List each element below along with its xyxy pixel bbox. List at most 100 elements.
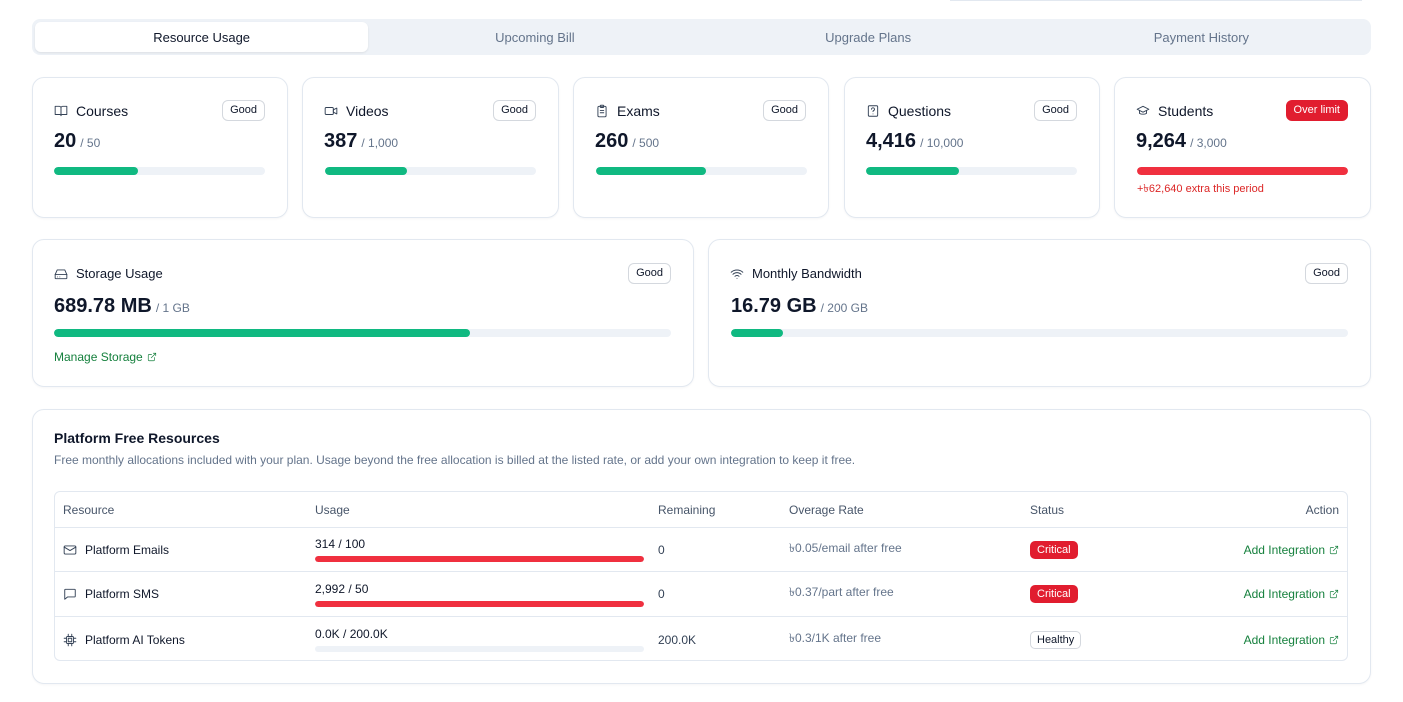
remaining-value: 0 <box>658 587 665 601</box>
over-limit-badge: Over limit <box>1285 100 1348 121</box>
usage-text: 0.0K / 200.0K <box>315 627 388 641</box>
usage-limit: / 200 GB <box>820 301 868 315</box>
usage-limit: / 1 GB <box>155 301 190 315</box>
external-link-icon <box>1329 635 1339 645</box>
header-resource: Resource <box>63 502 115 517</box>
usage-text: 2,992 / 50 <box>315 581 369 596</box>
card-title: Courses <box>76 102 129 119</box>
status-badge: Healthy <box>1030 630 1082 649</box>
question-icon <box>866 104 880 118</box>
section-title: Platform Free Resources <box>54 430 220 446</box>
card-title: Questions <box>888 102 952 119</box>
add-integration-link[interactable]: Add Integration <box>1244 587 1339 601</box>
header-rate: Overage Rate <box>789 502 864 517</box>
usage-value: 9,264 <box>1136 130 1187 152</box>
usage-value: 689.78 MB <box>54 295 152 317</box>
overage-rate: ৳0.05/email after free <box>789 540 902 555</box>
remaining-value: 200.0K <box>658 632 697 647</box>
status-badge: Good <box>1034 100 1077 121</box>
add-integration-link[interactable]: Add Integration <box>1244 633 1339 647</box>
external-link-icon <box>1329 545 1339 555</box>
card-title: Videos <box>346 102 389 119</box>
header-remaining: Remaining <box>658 502 716 517</box>
graduation-cap-icon <box>1136 104 1150 118</box>
usage-bar <box>315 600 644 607</box>
message-icon <box>63 587 77 601</box>
tab-upcoming-bill[interactable]: Upcoming Bill <box>495 29 575 45</box>
questions-card: Questions Good 4,416/ 10,000 <box>844 77 1100 218</box>
table-row: Platform Emails 314 / 100 0 ৳0.05/email … <box>55 528 1347 572</box>
usage-progress-bar <box>596 167 807 175</box>
usage-value: 260 <box>595 130 629 152</box>
table-row: Platform AI Tokens 0.0K / 200.0K 200.0K … <box>55 617 1347 660</box>
remaining-value: 0 <box>658 542 665 557</box>
table-header: Resource Usage Remaining Overage Rate St… <box>55 492 1347 528</box>
hard-drive-icon <box>54 267 68 281</box>
status-badge: Critical <box>1030 540 1078 559</box>
overage-rate: ৳0.37/part after free <box>789 585 894 599</box>
platform-resources-card: Platform Free Resources Free monthly all… <box>32 409 1371 684</box>
link-label: Add Integration <box>1243 542 1325 557</box>
tab-upgrade-plans[interactable]: Upgrade Plans <box>825 29 912 45</box>
usage-progress-bar <box>1137 167 1348 175</box>
resource-name: Platform AI Tokens <box>85 632 185 647</box>
usage-bar <box>315 556 644 562</box>
mail-icon <box>63 543 77 557</box>
courses-card: Courses Good 20/ 50 <box>32 77 288 218</box>
usage-limit: / 500 <box>632 136 660 150</box>
usage-value: 387 <box>324 130 358 152</box>
section-subtitle: Free monthly allocations included with y… <box>54 453 856 467</box>
resources-table: Resource Usage Remaining Overage Rate St… <box>54 491 1348 661</box>
overage-rate: ৳0.3/1K after free <box>789 630 882 645</box>
link-label: Add Integration <box>1243 632 1325 647</box>
status-badge: Good <box>222 100 265 121</box>
status-badge: Good <box>763 100 806 121</box>
usage-text: 314 / 100 <box>315 537 366 551</box>
usage-limit: / 50 <box>80 136 101 150</box>
usage-value: 16.79 GB <box>731 295 817 317</box>
usage-limit: / 1,000 <box>361 136 399 150</box>
cpu-icon <box>63 633 77 647</box>
status-badge: Good <box>628 263 671 284</box>
wifi-icon <box>730 267 744 281</box>
usage-progress-bar <box>866 167 1077 175</box>
header-usage: Usage <box>315 502 350 517</box>
students-card: Students Over limit 9,264/ 3,000 +৳62,64… <box>1114 77 1371 218</box>
table-row: Platform SMS 2,992 / 50 0 ৳0.37/part aft… <box>55 572 1347 617</box>
usage-progress-bar <box>325 167 536 175</box>
link-label: Add Integration <box>1243 587 1325 601</box>
usage-value: 20 <box>54 130 77 152</box>
tab-payment-history[interactable]: Payment History <box>1153 29 1250 45</box>
external-link-icon <box>147 352 157 362</box>
usage-limit: / 3,000 <box>1190 136 1227 150</box>
resource-name: Platform Emails <box>85 542 170 557</box>
tab-bar: Resource Usage Upcoming Bill Upgrade Pla… <box>32 19 1371 55</box>
status-badge: Critical <box>1030 585 1078 603</box>
usage-value: 4,416 <box>866 130 917 152</box>
storage-card: Storage Usage Good 689.78 MB/ 1 GB Manag… <box>32 239 694 387</box>
extra-charge-text: +৳62,640 extra this period <box>1137 183 1264 195</box>
add-integration-link[interactable]: Add Integration <box>1244 543 1339 557</box>
exams-card: Exams Good 260/ 500 <box>573 77 829 218</box>
manage-storage-link[interactable]: Manage Storage <box>54 350 157 364</box>
card-title: Students <box>1158 102 1214 119</box>
tab-resource-usage[interactable]: Resource Usage <box>35 22 369 52</box>
header-status: Status <box>1030 502 1065 517</box>
card-title: Exams <box>617 102 660 119</box>
clipboard-icon <box>595 104 609 118</box>
usage-limit: / 10,000 <box>920 136 964 150</box>
header-action: Action <box>1305 502 1339 517</box>
usage-progress-bar <box>54 167 265 175</box>
card-title: Storage Usage <box>76 266 163 281</box>
status-badge: Good <box>1305 263 1348 284</box>
bandwidth-card: Monthly Bandwidth Good 16.79 GB/ 200 GB <box>708 239 1371 387</box>
book-icon <box>54 104 68 118</box>
external-link-icon <box>1329 589 1339 599</box>
video-icon <box>324 104 338 118</box>
storage-progress-bar <box>54 329 671 337</box>
top-divider <box>950 0 1362 1</box>
videos-card: Videos Good 387/ 1,000 <box>302 77 559 218</box>
resource-name: Platform SMS <box>85 587 160 601</box>
status-badge: Good <box>493 100 536 121</box>
card-title: Monthly Bandwidth <box>752 266 862 281</box>
